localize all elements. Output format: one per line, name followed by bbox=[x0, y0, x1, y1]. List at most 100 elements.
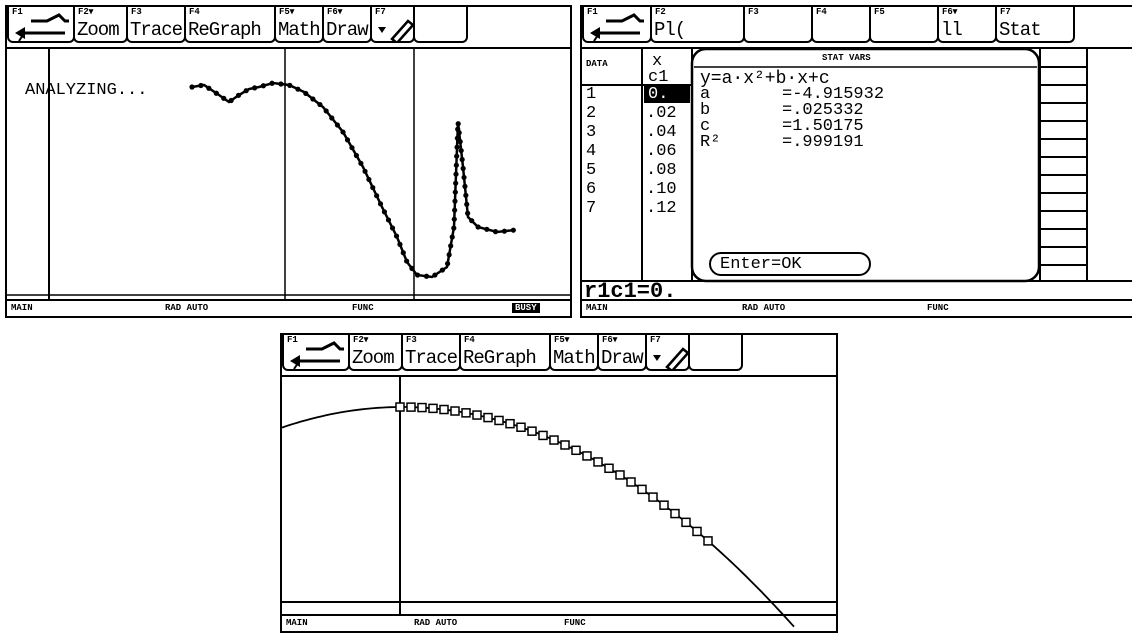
row-number: 4 bbox=[586, 143, 596, 160]
point bbox=[462, 409, 470, 417]
point bbox=[287, 83, 292, 88]
point bbox=[440, 267, 445, 272]
point bbox=[475, 224, 480, 229]
fit-graph-screen: F1F2▾ZoomF3TraceF4ReGraphF5▾MathF6▾DrawF… bbox=[280, 333, 838, 633]
point bbox=[469, 218, 474, 223]
tab-label: ReGraph bbox=[463, 347, 536, 369]
point bbox=[404, 258, 409, 263]
toolbar-tab[interactable]: F5▾Math bbox=[274, 7, 324, 43]
point bbox=[460, 157, 465, 162]
toolbar-tab[interactable]: F5 bbox=[869, 7, 939, 43]
point bbox=[415, 272, 420, 277]
point bbox=[278, 81, 283, 86]
status-item: RAD AUTO bbox=[742, 303, 785, 313]
toolbar-tab[interactable]: F1 bbox=[582, 7, 652, 43]
point bbox=[465, 211, 470, 216]
graph-message: ANALYZING... bbox=[25, 81, 147, 100]
toolbar-tab[interactable]: F6▾ll bbox=[937, 7, 997, 43]
point bbox=[451, 226, 456, 231]
point bbox=[189, 84, 194, 89]
status-item: MAIN bbox=[586, 303, 608, 313]
point bbox=[461, 166, 466, 171]
function-key: F2▾ bbox=[78, 7, 93, 17]
point bbox=[382, 209, 387, 214]
function-key: F6▾ bbox=[602, 335, 617, 345]
function-key: F5▾ bbox=[554, 335, 569, 345]
point bbox=[386, 217, 391, 222]
point bbox=[349, 145, 354, 150]
toolbar-tab[interactable]: F7 bbox=[645, 335, 690, 371]
toolbar-tab[interactable]: F5▾ Math bbox=[549, 335, 599, 371]
busy-indicator: BUSY bbox=[512, 303, 540, 313]
point bbox=[252, 85, 257, 90]
point bbox=[362, 169, 367, 174]
tab-label: Zoom bbox=[77, 19, 119, 41]
cell-value[interactable]: .08 bbox=[646, 162, 677, 179]
toolbar-tab[interactable]: F3 bbox=[743, 7, 813, 43]
point bbox=[539, 431, 547, 439]
fit-curve bbox=[282, 407, 794, 627]
status-item: RAD AUTO bbox=[165, 303, 208, 313]
cell-value[interactable]: .10 bbox=[646, 181, 677, 198]
tab-label: Math bbox=[278, 19, 320, 41]
point bbox=[462, 184, 467, 189]
point bbox=[396, 403, 404, 411]
status-item: FUNC bbox=[927, 303, 949, 313]
toolbar-tab[interactable]: F1 bbox=[282, 335, 350, 371]
point bbox=[453, 190, 458, 195]
tab-label: Math bbox=[553, 347, 595, 369]
point bbox=[495, 416, 503, 424]
point bbox=[457, 130, 462, 135]
point bbox=[638, 485, 646, 493]
toolbar-tab[interactable]: F6▾Draw bbox=[322, 7, 372, 43]
toolbar-tab[interactable]: F7 bbox=[370, 7, 415, 43]
tab-label: Pl( bbox=[654, 19, 685, 41]
point bbox=[649, 493, 657, 501]
tab-label: Zoom bbox=[352, 347, 394, 369]
toolbar-tab[interactable]: F4 bbox=[811, 7, 871, 43]
point bbox=[704, 537, 712, 545]
point bbox=[340, 129, 345, 134]
point bbox=[454, 145, 459, 150]
point bbox=[221, 96, 226, 101]
point bbox=[317, 102, 322, 107]
point bbox=[445, 261, 450, 266]
function-key: F6▾ bbox=[327, 7, 342, 17]
point bbox=[459, 148, 464, 153]
toolbar-tab[interactable]: F2▾ Zoom bbox=[73, 7, 128, 43]
point bbox=[335, 122, 340, 127]
point bbox=[682, 518, 690, 526]
ok-button[interactable]: Enter=OK bbox=[720, 255, 802, 274]
point bbox=[616, 471, 624, 479]
cell-value[interactable]: .04 bbox=[646, 124, 677, 141]
cell-value[interactable]: .02 bbox=[646, 105, 677, 122]
point bbox=[550, 436, 558, 444]
point bbox=[432, 272, 437, 277]
status-item: FUNC bbox=[564, 618, 586, 628]
cell-value[interactable]: .06 bbox=[646, 143, 677, 160]
function-key: F3 bbox=[406, 335, 417, 345]
point bbox=[244, 88, 249, 93]
toolbar-tab[interactable]: F2▾Zoom bbox=[348, 335, 403, 371]
cell-value[interactable]: .12 bbox=[646, 200, 677, 217]
toolbar-tab[interactable]: F6▾Draw bbox=[597, 335, 647, 371]
toolbar-tab[interactable]: F1 bbox=[7, 7, 75, 43]
point bbox=[390, 225, 395, 230]
point bbox=[461, 175, 466, 180]
point bbox=[324, 108, 329, 113]
cell-value[interactable]: 0. bbox=[648, 86, 668, 103]
point bbox=[463, 193, 468, 198]
point bbox=[693, 527, 701, 535]
function-key: F5 bbox=[874, 7, 885, 17]
point bbox=[261, 83, 266, 88]
point bbox=[354, 153, 359, 158]
